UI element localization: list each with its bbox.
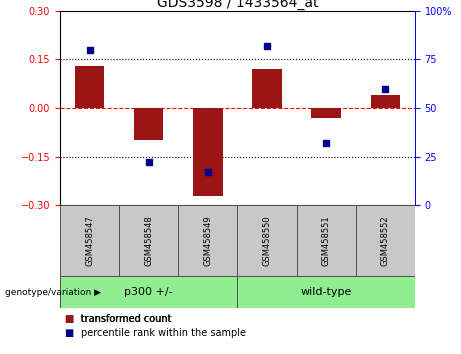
Text: ■  transformed count: ■ transformed count [65,314,171,324]
Bar [296,205,356,276]
Bar [237,276,415,308]
Bar [356,205,415,276]
Text: ■: ■ [65,328,74,338]
Bar [60,205,119,276]
Bar [119,205,178,276]
Title: GDS3598 / 1433564_at: GDS3598 / 1433564_at [157,0,318,10]
Bar [178,205,237,276]
Text: GSM458550: GSM458550 [262,215,272,266]
Text: transformed count: transformed count [81,314,171,324]
Text: wild-type: wild-type [301,287,352,297]
Text: p300 +/-: p300 +/- [124,287,173,297]
Bar [60,276,237,308]
Bar [311,108,341,118]
Bar [252,69,282,108]
Text: GSM458547: GSM458547 [85,215,94,266]
Text: GSM458551: GSM458551 [322,215,331,266]
Text: GSM458548: GSM458548 [144,215,153,266]
Bar [237,205,296,276]
Text: genotype/variation ▶: genotype/variation ▶ [5,287,100,297]
Text: percentile rank within the sample: percentile rank within the sample [81,328,246,338]
Text: ■: ■ [65,314,74,324]
Bar [134,108,164,141]
Text: GSM458552: GSM458552 [381,215,390,266]
Bar [75,66,104,108]
Bar [371,95,400,108]
Text: GSM458549: GSM458549 [203,215,213,266]
Bar [193,108,223,195]
